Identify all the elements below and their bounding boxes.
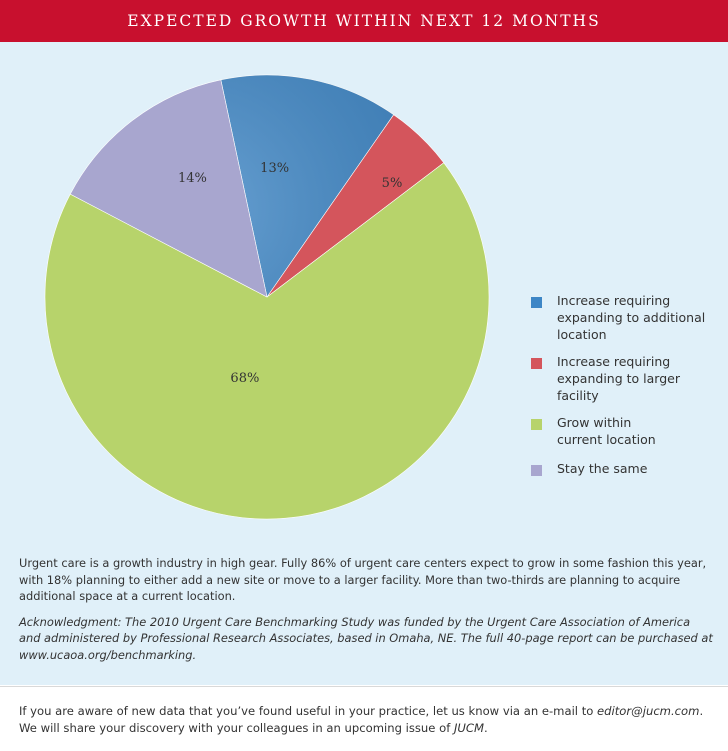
journal-name: JUCM — [453, 721, 484, 735]
footer-line-2: We will share your discovery with your c… — [19, 720, 719, 737]
legend-item-3: Grow within current location — [531, 414, 721, 448]
legend-label-3-line-1: Grow within — [557, 415, 632, 430]
legend-label-1-line-3: location — [557, 327, 607, 342]
legend-label-1-line-1: Increase requiring — [557, 293, 671, 308]
legend-label-2-line-3: facility — [557, 388, 599, 403]
legend: Increase requiring expanding to additiona… — [531, 292, 721, 477]
legend-label-1-line-2: expanding to additional — [557, 310, 706, 325]
email-link[interactable]: editor@jucm.com — [597, 704, 700, 718]
footer-punct-1: . — [699, 704, 704, 718]
data-label-3: 68% — [230, 371, 259, 386]
footer: If you are aware of new data that you’ve… — [19, 703, 719, 737]
footer-line-1: If you are aware of new data that you’ve… — [19, 703, 719, 720]
legend-label-3-line-2: current location — [557, 432, 656, 447]
legend-swatch-4 — [531, 465, 542, 476]
legend-item-4: Stay the same — [531, 460, 721, 477]
legend-label-2-line-1: Increase requiring — [557, 354, 671, 369]
pie-slice-4 — [69, 79, 268, 298]
caption: Urgent care is a growth industry in high… — [19, 555, 713, 672]
pie-slice-3 — [44, 162, 490, 520]
legend-item-1: Increase requiring expanding to additiona… — [531, 292, 721, 343]
footer-punct-2: . — [483, 721, 488, 735]
footer-text-2: We will share your discovery with your c… — [19, 721, 454, 735]
legend-swatch-2 — [531, 358, 542, 369]
footer-text-1: If you are aware of new data that you’ve… — [19, 704, 598, 718]
legend-label-4-line-1: Stay the same — [557, 461, 648, 476]
data-label-4: 14% — [178, 171, 207, 186]
data-label-2: 5% — [382, 176, 403, 191]
legend-item-2: Increase requiring expanding to larger fac… — [531, 353, 721, 404]
data-label-1: 13% — [260, 161, 289, 176]
chart-title: EXPECTED GROWTH WITHIN NEXT 12 MONTHS — [0, 0, 728, 42]
legend-swatch-1 — [531, 297, 542, 308]
legend-label-2-line-2: expanding to larger — [557, 371, 680, 386]
divider — [0, 686, 728, 687]
caption-paragraph: Urgent care is a growth industry in high… — [19, 556, 707, 603]
legend-swatch-3 — [531, 419, 542, 430]
acknowledgment: Acknowledgment: The 2010 Urgent Care Ben… — [19, 614, 713, 662]
